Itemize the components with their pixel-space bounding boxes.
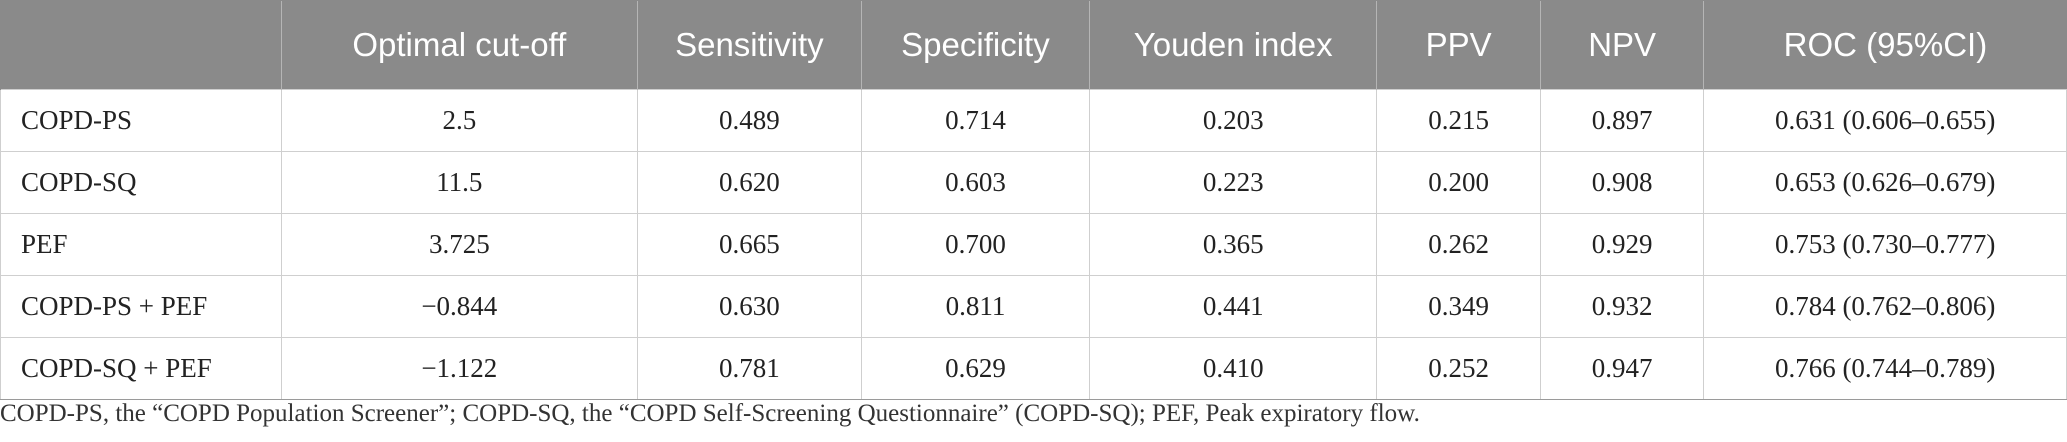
cell-sensitivity: 0.630	[636, 275, 862, 338]
cell-roc: 0.653 (0.626–0.679)	[1703, 151, 2067, 214]
header-row: Optimal cut-off Sensitivity Specificity …	[0, 0, 2067, 90]
header-cell-youden: Youden index	[1088, 0, 1377, 90]
cell-ppv: 0.349	[1376, 275, 1541, 338]
header-cell-cutoff: Optimal cut-off	[280, 0, 638, 90]
cell-youden: 0.203	[1088, 89, 1378, 152]
table-row: PEF 3.725 0.665 0.700 0.365 0.262 0.929 …	[0, 213, 2067, 276]
cell-npv: 0.947	[1539, 337, 1705, 400]
cell-cutoff: 3.725	[280, 213, 638, 276]
table-footnote: COPD-PS, the “COPD Population Screener”;…	[0, 400, 1420, 427]
header-cell-roc: ROC (95%CI)	[1703, 0, 2067, 90]
table-row: COPD-PS 2.5 0.489 0.714 0.203 0.215 0.89…	[0, 89, 2067, 152]
cell-specificity: 0.714	[860, 89, 1091, 152]
cell-sensitivity: 0.620	[636, 151, 862, 214]
results-table: Optimal cut-off Sensitivity Specificity …	[0, 0, 2067, 400]
header-cell-npv: NPV	[1539, 0, 1704, 90]
cell-specificity: 0.811	[860, 275, 1091, 338]
cell-npv: 0.908	[1539, 151, 1705, 214]
cell-ppv: 0.262	[1376, 213, 1541, 276]
cell-sensitivity: 0.665	[636, 213, 862, 276]
header-cell-ppv: PPV	[1376, 0, 1541, 90]
row-label: COPD-SQ	[0, 151, 282, 214]
cell-npv: 0.932	[1539, 275, 1705, 338]
cell-ppv: 0.252	[1376, 337, 1541, 400]
row-label: COPD-PS + PEF	[0, 275, 282, 338]
cell-sensitivity: 0.781	[636, 337, 862, 400]
cell-youden: 0.441	[1088, 275, 1378, 338]
table-row: COPD-SQ 11.5 0.620 0.603 0.223 0.200 0.9…	[0, 151, 2067, 214]
cell-cutoff: 11.5	[280, 151, 638, 214]
cell-specificity: 0.700	[860, 213, 1091, 276]
cell-roc: 0.784 (0.762–0.806)	[1703, 275, 2067, 338]
cell-youden: 0.223	[1088, 151, 1378, 214]
table-header: Optimal cut-off Sensitivity Specificity …	[0, 0, 2067, 90]
cell-ppv: 0.215	[1376, 89, 1541, 152]
header-cell-label	[0, 0, 282, 90]
table-row: COPD-PS + PEF −0.844 0.630 0.811 0.441 0…	[0, 275, 2067, 338]
header-cell-sensitivity: Sensitivity	[636, 0, 862, 90]
cell-youden: 0.410	[1088, 337, 1378, 400]
row-label: COPD-PS	[0, 89, 282, 152]
cell-specificity: 0.629	[860, 337, 1091, 400]
cell-cutoff: −1.122	[280, 337, 638, 400]
cell-npv: 0.897	[1539, 89, 1705, 152]
cell-ppv: 0.200	[1376, 151, 1541, 214]
cell-roc: 0.766 (0.744–0.789)	[1703, 337, 2067, 400]
row-label: PEF	[0, 213, 282, 276]
cell-npv: 0.929	[1539, 213, 1705, 276]
cell-roc: 0.631 (0.606–0.655)	[1703, 89, 2067, 152]
table-body: COPD-PS 2.5 0.489 0.714 0.203 0.215 0.89…	[0, 89, 2067, 400]
row-label: COPD-SQ + PEF	[0, 337, 282, 400]
table-row: COPD-SQ + PEF −1.122 0.781 0.629 0.410 0…	[0, 337, 2067, 400]
cell-specificity: 0.603	[860, 151, 1091, 214]
header-cell-specificity: Specificity	[860, 0, 1090, 90]
cell-youden: 0.365	[1088, 213, 1378, 276]
cell-roc: 0.753 (0.730–0.777)	[1703, 213, 2067, 276]
cell-cutoff: −0.844	[280, 275, 638, 338]
cell-cutoff: 2.5	[280, 89, 638, 152]
cell-sensitivity: 0.489	[636, 89, 862, 152]
